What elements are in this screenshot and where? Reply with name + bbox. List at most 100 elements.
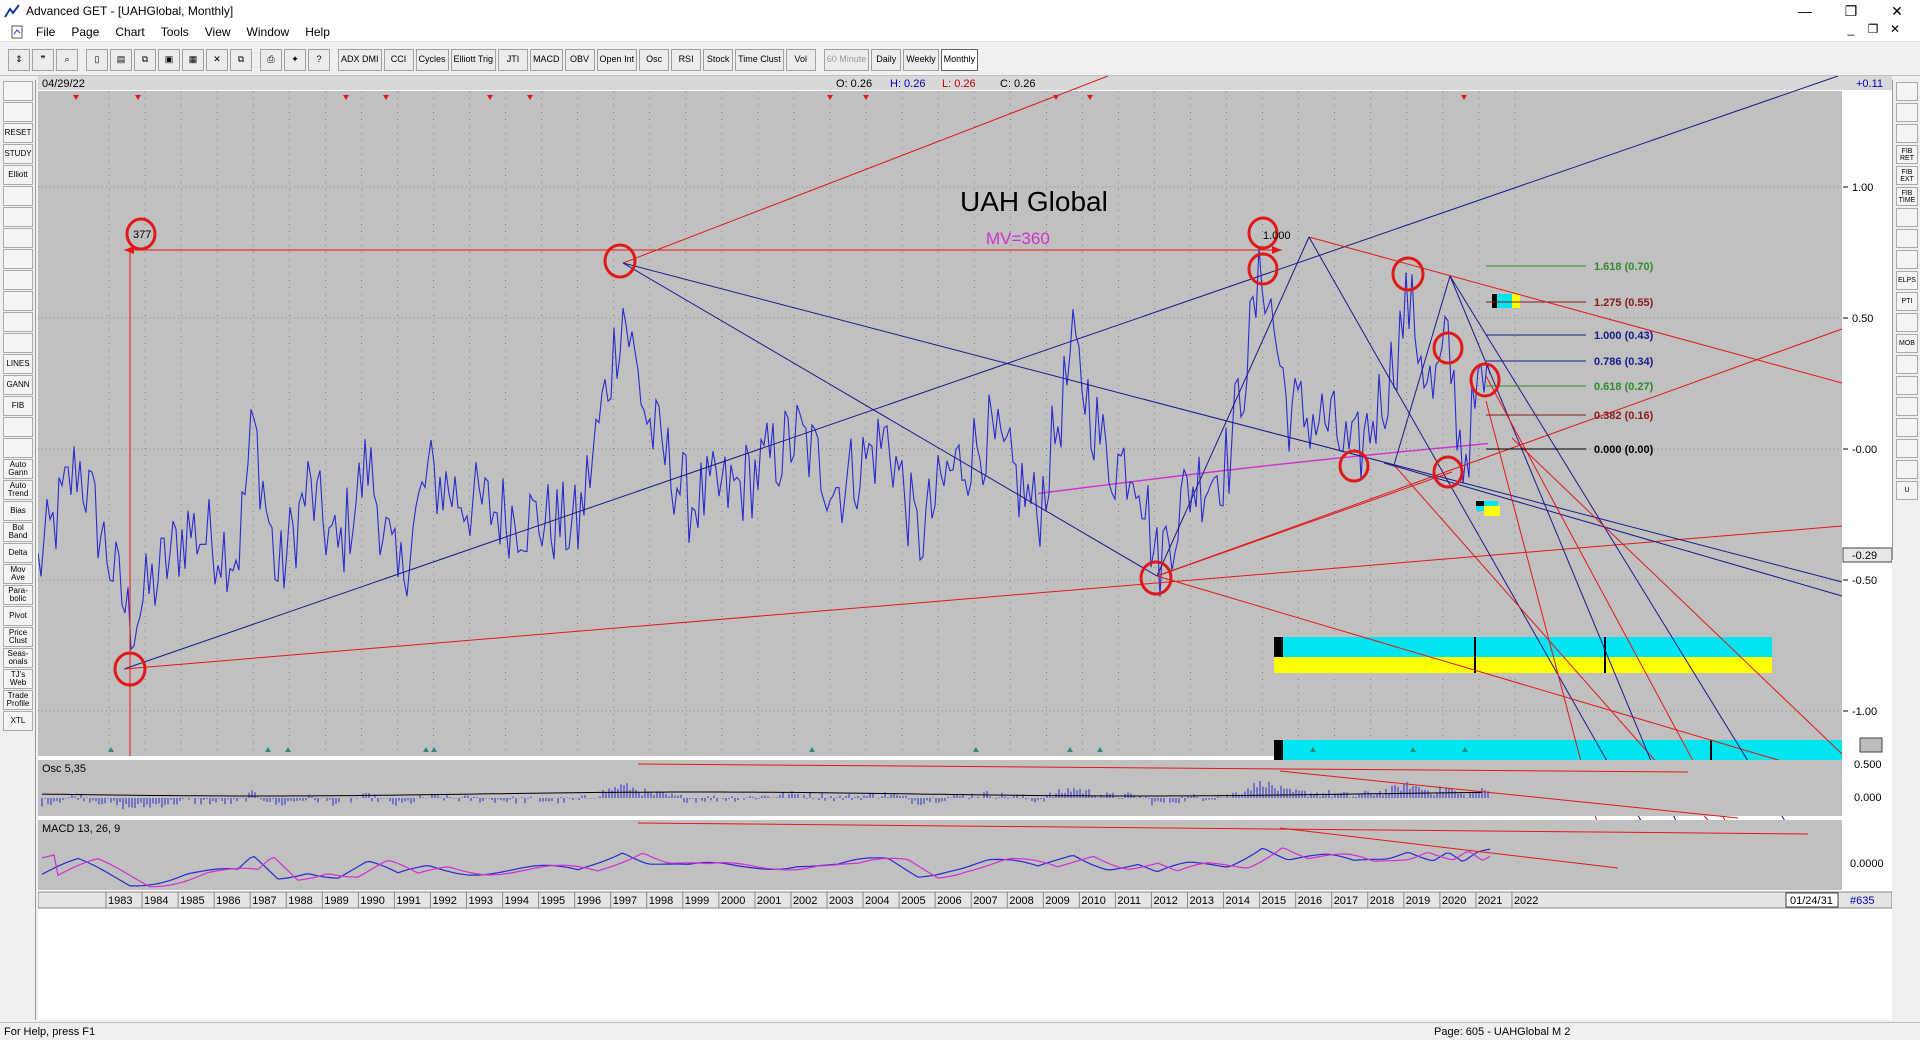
left-tool-5[interactable] xyxy=(3,186,33,206)
study-stock-button[interactable]: Stock xyxy=(703,48,734,71)
right-tool-18[interactable] xyxy=(1896,460,1918,479)
period-weekly-button[interactable]: Weekly xyxy=(903,48,939,71)
right-tool-8[interactable] xyxy=(1896,250,1918,269)
left-tool-24[interactable]: Para-bolic xyxy=(3,585,33,605)
left-tool-1[interactable] xyxy=(3,102,33,122)
study-cycles-button[interactable]: Cycles xyxy=(415,48,449,71)
right-tool-15[interactable] xyxy=(1896,397,1918,416)
period-monthly-button[interactable]: Monthly xyxy=(940,48,979,71)
study-cci-button[interactable]: CCI xyxy=(383,48,414,71)
right-tool-14[interactable] xyxy=(1896,376,1918,395)
left-tool-8[interactable] xyxy=(3,249,33,269)
right-tool-7[interactable] xyxy=(1896,229,1918,248)
macd-panel[interactable] xyxy=(38,820,1842,890)
minimize-button[interactable]: — xyxy=(1798,3,1812,19)
left-tool-19[interactable]: Auto Trend xyxy=(3,480,33,500)
right-tool-5[interactable]: FIB TIME xyxy=(1896,187,1918,206)
left-tool-27[interactable]: Seas-onals xyxy=(3,648,33,668)
menu-file[interactable]: File xyxy=(36,24,56,39)
print2-icon[interactable]: ⎙ xyxy=(260,48,282,71)
right-tool-13[interactable] xyxy=(1896,355,1918,374)
left-tool-22[interactable]: Delta xyxy=(3,543,33,563)
left-tool-29[interactable]: Trade Profile xyxy=(3,690,33,710)
quote-icon[interactable]: ❞ xyxy=(32,48,54,71)
study-vol-button[interactable]: Vol xyxy=(785,48,816,71)
study-macd-button[interactable]: MACD xyxy=(530,48,563,71)
left-tool-11[interactable] xyxy=(3,312,33,332)
bulb-icon[interactable]: ✦ xyxy=(284,48,306,71)
right-tool-9[interactable]: ELPS xyxy=(1896,271,1918,290)
study-adx-button[interactable]: ADX DMI xyxy=(338,48,382,71)
chart-svg[interactable]: 04/29/22 O: 0.26 H: 0.26 L: 0.26 C: 0.26… xyxy=(37,75,1893,1020)
menu-page[interactable]: Page xyxy=(71,24,100,39)
print-icon[interactable]: ▤ xyxy=(110,48,132,71)
right-tool-6[interactable] xyxy=(1896,208,1918,227)
left-tool-10[interactable] xyxy=(3,291,33,311)
left-tool-12[interactable] xyxy=(3,333,33,353)
mdi-close-button[interactable]: ✕ xyxy=(1889,22,1901,36)
window-icon[interactable]: ▦ xyxy=(182,48,204,71)
delete-icon[interactable]: ✕ xyxy=(206,48,228,71)
period-daily-button[interactable]: Daily xyxy=(871,48,902,71)
right-tool-3[interactable]: FIB RET xyxy=(1896,145,1918,164)
left-tool-25[interactable]: Pivot xyxy=(3,606,33,626)
left-tool-14[interactable]: GANN xyxy=(3,375,33,395)
right-tool-16[interactable] xyxy=(1896,418,1918,437)
study-osc-button[interactable]: Osc xyxy=(639,48,670,71)
menu-tools[interactable]: Tools xyxy=(160,24,189,39)
study-timeclust-button[interactable]: Time Clust xyxy=(735,48,784,71)
copy-icon[interactable]: ⧉ xyxy=(134,48,156,71)
menu-window[interactable]: Window xyxy=(246,24,290,39)
left-tool-30[interactable]: XTL xyxy=(3,711,33,731)
left-tool-28[interactable]: TJ's Web xyxy=(3,669,33,689)
right-tool-4[interactable]: FIB EXT xyxy=(1896,166,1918,185)
left-tool-13[interactable]: LINES xyxy=(3,354,33,374)
right-tool-17[interactable] xyxy=(1896,439,1918,458)
magnify-icon[interactable]: ⌕ xyxy=(56,48,78,71)
study-jti-button[interactable]: JTI xyxy=(498,48,529,71)
left-tool-0[interactable] xyxy=(3,81,33,101)
period-60min-button[interactable]: 60 Minute xyxy=(823,48,870,71)
left-tool-17[interactable] xyxy=(3,438,33,458)
left-tool-3[interactable]: STUDY xyxy=(3,144,33,164)
menu-chart[interactable]: Chart xyxy=(115,24,145,39)
mdi-minimize-button[interactable]: _ xyxy=(1847,22,1855,36)
menu-help[interactable]: Help xyxy=(305,24,330,39)
left-tool-9[interactable] xyxy=(3,270,33,290)
right-tool-1[interactable] xyxy=(1896,103,1918,122)
osc-panel[interactable] xyxy=(38,760,1842,816)
mdi-restore-button[interactable]: ❐ xyxy=(1867,22,1879,36)
chart-area[interactable]: 04/29/22 O: 0.26 H: 0.26 L: 0.26 C: 0.26… xyxy=(37,75,1893,1020)
left-tool-16[interactable] xyxy=(3,417,33,437)
study-openint-button[interactable]: Open Int xyxy=(596,48,638,71)
menu-view[interactable]: View xyxy=(204,24,231,39)
left-tool-4[interactable]: Elliott xyxy=(3,165,33,185)
copy2-icon[interactable]: ⧉ xyxy=(230,48,252,71)
right-tool-10[interactable]: PTI xyxy=(1896,292,1918,311)
page-icon[interactable]: ▯ xyxy=(86,48,108,71)
left-tool-15[interactable]: FIB xyxy=(3,396,33,416)
left-tool-2[interactable]: RESET xyxy=(3,123,33,143)
study-obv-button[interactable]: OBV xyxy=(564,48,595,71)
right-tool-2[interactable] xyxy=(1896,124,1918,143)
y-tick-2: -0.00 xyxy=(1852,444,1877,456)
right-tool-0[interactable] xyxy=(1896,82,1918,101)
left-tool-26[interactable]: Price Clust xyxy=(3,627,33,647)
left-tool-6[interactable] xyxy=(3,207,33,227)
right-tool-19[interactable]: U xyxy=(1896,481,1918,500)
paste-icon[interactable]: ▣ xyxy=(158,48,180,71)
study-rsi-button[interactable]: RSI xyxy=(671,48,702,71)
close-button[interactable]: ✕ xyxy=(1891,2,1903,19)
study-elliott-button[interactable]: Elliott Trig xyxy=(450,48,497,71)
help-icon[interactable]: ? xyxy=(308,48,330,71)
cursor-icon[interactable]: ⇕ xyxy=(8,48,30,71)
left-tool-7[interactable] xyxy=(3,228,33,248)
left-tool-21[interactable]: Bol Band xyxy=(3,522,33,542)
right-tool-11[interactable] xyxy=(1896,313,1918,332)
left-tool-23[interactable]: Mov Ave xyxy=(3,564,33,584)
left-tool-20[interactable]: Bias xyxy=(3,501,33,521)
left-tool-18[interactable]: Auto Gann xyxy=(3,459,33,479)
right-tool-12[interactable]: MOB xyxy=(1896,334,1918,353)
maximize-button[interactable]: ❐ xyxy=(1844,2,1858,19)
scale-toggle-icon[interactable] xyxy=(1859,737,1883,753)
